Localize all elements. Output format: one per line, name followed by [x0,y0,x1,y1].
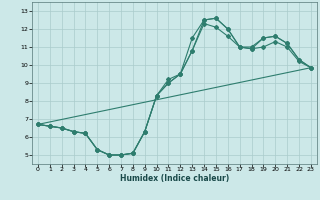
X-axis label: Humidex (Indice chaleur): Humidex (Indice chaleur) [120,174,229,183]
